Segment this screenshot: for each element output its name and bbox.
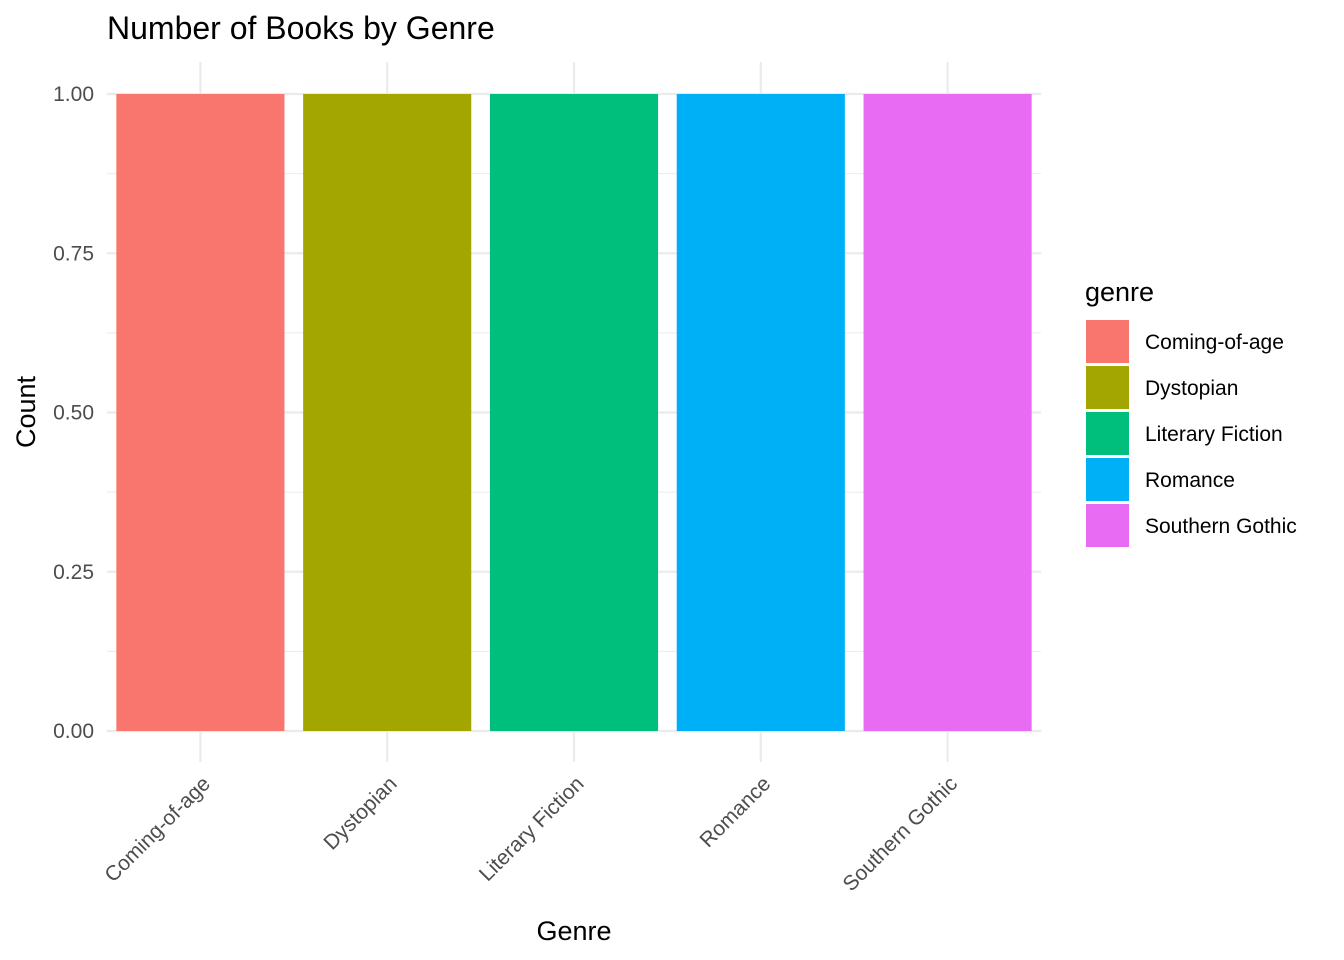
legend-label: Dystopian (1145, 377, 1238, 400)
y-tick-label: 0.75 (53, 242, 94, 265)
legend-items: Coming-of-age Dystopian Literary Fiction Ro… (1086, 320, 1297, 547)
legend-title: genre (1085, 277, 1154, 307)
legend-label: Romance (1145, 469, 1235, 492)
y-axis-title: Count (11, 375, 41, 448)
legend-label: Southern Gothic (1145, 515, 1297, 538)
y-tick-label: 0.50 (53, 402, 94, 425)
bar-southern-gothic (863, 94, 1032, 731)
y-tick-label: 1.00 (53, 83, 94, 106)
x-tick-label: Romance (696, 772, 776, 852)
legend-swatch (1086, 504, 1129, 547)
bar-dystopian (303, 94, 472, 731)
y-axis-ticks: 0.00 0.25 0.50 0.75 1.00 (53, 83, 94, 743)
y-tick-label: 0.25 (53, 561, 94, 584)
y-tick-label: 0.00 (53, 720, 94, 743)
legend-swatch (1086, 412, 1129, 455)
x-axis-ticks: Coming-of-age Dystopian Literary Fiction Ro… (100, 772, 962, 896)
chart-title: Number of Books by Genre (107, 10, 495, 46)
bar-coming-of-age (116, 94, 285, 731)
x-axis-title: Genre (536, 916, 611, 946)
legend: genre Coming-of-age Dystopian Literary Fic… (1085, 277, 1297, 547)
bars (116, 94, 1032, 731)
x-tick-label: Literary Fiction (475, 772, 589, 886)
bar-romance (676, 94, 845, 731)
legend-swatch (1086, 366, 1129, 409)
x-tick-label: Southern Gothic (839, 772, 963, 896)
legend-label: Coming-of-age (1145, 331, 1284, 354)
bar-literary-fiction (489, 94, 659, 731)
legend-label: Literary Fiction (1145, 423, 1283, 446)
x-tick-label: Coming-of-age (100, 772, 214, 886)
x-tick-label: Dystopian (319, 772, 401, 854)
legend-swatch (1086, 458, 1129, 501)
legend-swatch (1086, 320, 1129, 363)
